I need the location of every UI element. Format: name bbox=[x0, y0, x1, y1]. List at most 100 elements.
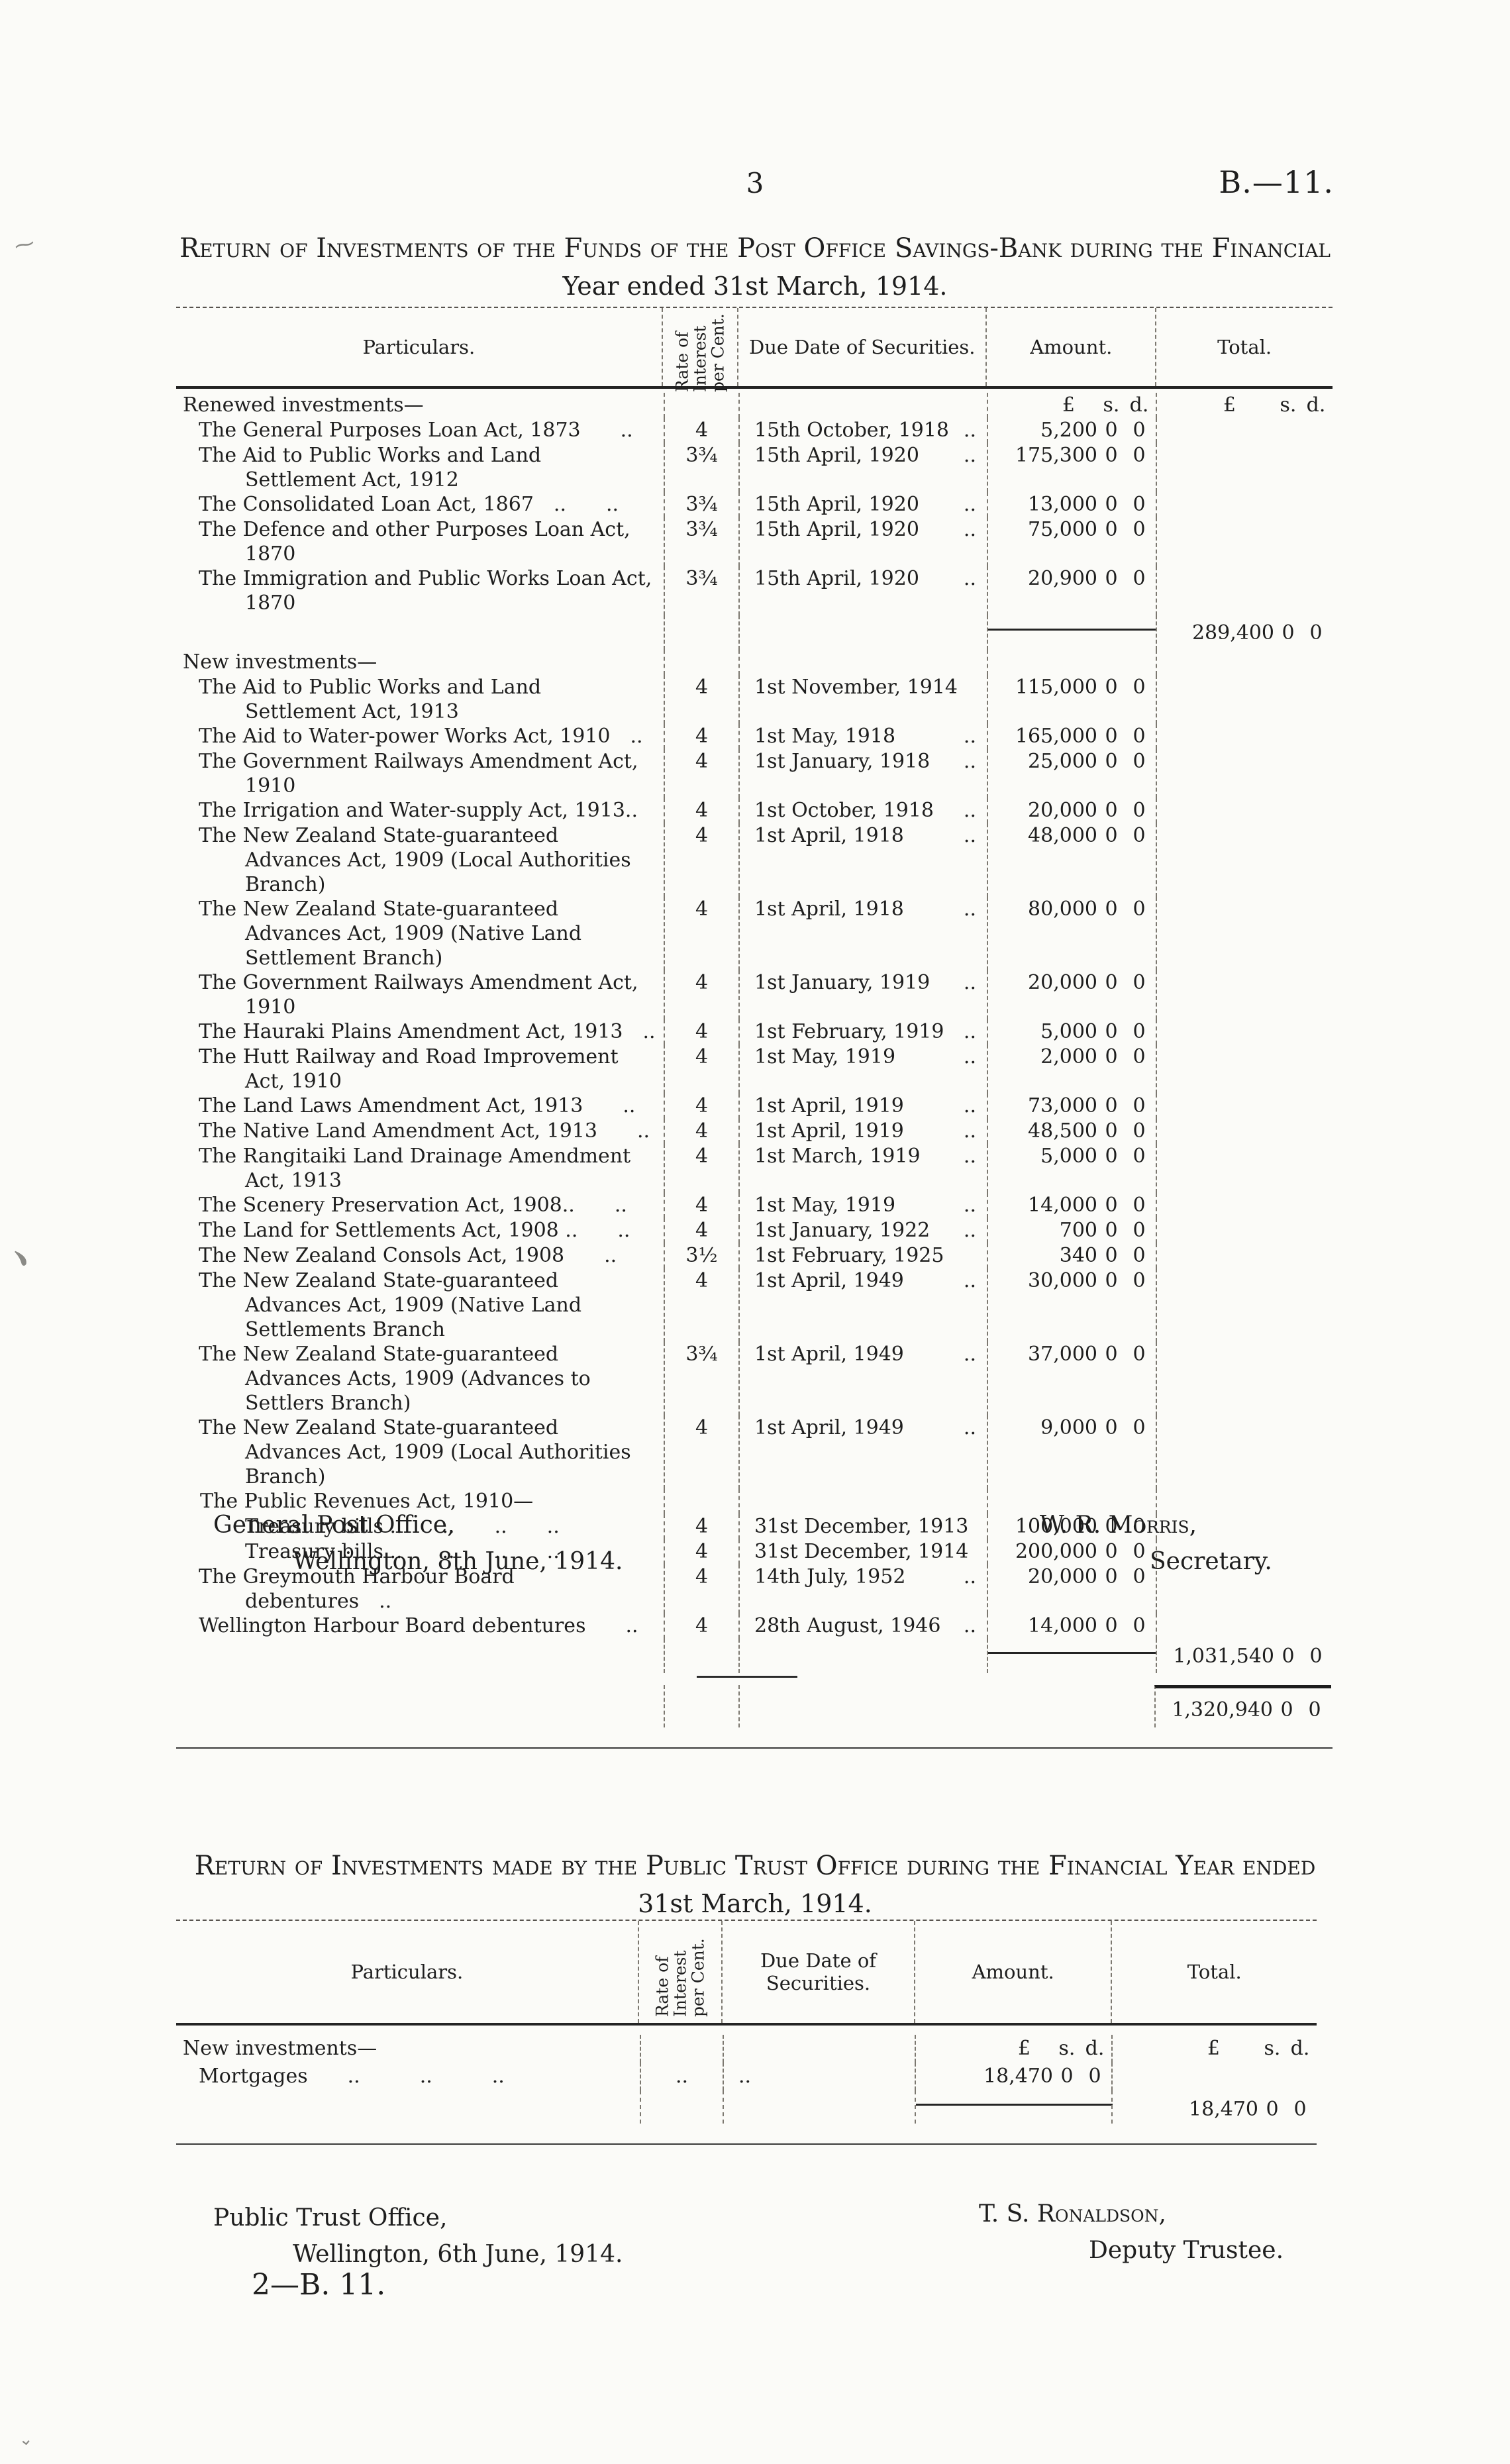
amount-cell: 37,000 0 0 bbox=[987, 1342, 1156, 1415]
amount-pounds: £ bbox=[1017, 2037, 1031, 2060]
amount-shillings: 0 bbox=[1105, 750, 1118, 773]
total-pounds: 1,320,940 bbox=[1172, 1698, 1273, 1721]
page-number: 3 bbox=[746, 167, 764, 199]
rate-cell: 4 bbox=[664, 1614, 738, 1639]
total-shillings bbox=[1274, 823, 1302, 897]
amount-pounds: 340 bbox=[1059, 1244, 1097, 1267]
table-row: Wellington Harbour Board debentures .. 4… bbox=[176, 1614, 1333, 1639]
amount-cell: 25,000 0 0 bbox=[987, 749, 1156, 798]
total-pence bbox=[1302, 724, 1330, 749]
amount-pence: 0 bbox=[1132, 1045, 1146, 1068]
table-row: The Rangitaiki Land Drainage Amendment A… bbox=[176, 1144, 1333, 1193]
amount-cell: 340 0 0 bbox=[987, 1243, 1156, 1268]
amount-pounds: 20,000 bbox=[1028, 971, 1097, 994]
leader-dots: .. bbox=[963, 1343, 976, 1366]
total-cell bbox=[1156, 1045, 1333, 1094]
total-cell bbox=[1156, 1489, 1333, 1514]
rate-cell: 4 bbox=[664, 1218, 738, 1243]
header-amount: Amount. bbox=[985, 308, 1155, 386]
total-pence bbox=[1302, 650, 1330, 675]
leader-dots: .. bbox=[963, 518, 976, 541]
due-date-text: 1st February, 1919 bbox=[754, 1020, 944, 1043]
posb-investments-table: Particulars. Rate of Interest per Cent. … bbox=[176, 307, 1333, 1749]
total-cell bbox=[1156, 418, 1333, 443]
total-pence bbox=[1302, 823, 1330, 897]
particulars-cell bbox=[176, 1639, 664, 1673]
amount-cell: 20,000 0 0 bbox=[987, 798, 1156, 823]
amount-cell: 73,000 0 0 bbox=[987, 1094, 1156, 1119]
total-cell bbox=[1156, 1243, 1333, 1268]
due-date-text: 1st January, 1919 bbox=[754, 971, 931, 994]
total-shillings bbox=[1274, 1045, 1302, 1094]
leader-dots: .. bbox=[963, 1119, 976, 1143]
amount-pounds: 5,200 bbox=[1040, 419, 1097, 442]
amount-cell: 700 0 0 bbox=[987, 1218, 1156, 1243]
total-pence bbox=[1302, 1144, 1330, 1193]
amount-shillings bbox=[1097, 1639, 1125, 1673]
due-date-cell: 1st March, 1919 .. bbox=[738, 1144, 987, 1193]
total-cell bbox=[1156, 517, 1333, 566]
rate-cell: 3½ bbox=[664, 1243, 738, 1268]
amount-cell: £ s. d. bbox=[987, 393, 1156, 418]
amount-pounds: £ bbox=[1062, 393, 1075, 417]
rate-cell: 4 bbox=[664, 1119, 738, 1144]
total-shillings bbox=[1274, 1218, 1302, 1243]
amount-cell bbox=[987, 1639, 1157, 1673]
header-due-date: Due Date of Securities. bbox=[737, 308, 985, 386]
leader-dots: .. bbox=[963, 1416, 976, 1439]
amount-pence: 0 bbox=[1132, 1219, 1146, 1242]
total-shillings bbox=[1274, 1614, 1302, 1639]
leader-dots: .. bbox=[963, 1614, 976, 1637]
amount-pence: 0 bbox=[1132, 725, 1146, 748]
amount-pence: 0 bbox=[1132, 1119, 1146, 1143]
amount-pence: 0 bbox=[1088, 2065, 1101, 2088]
total-pence bbox=[1302, 897, 1330, 970]
amount-pence: 0 bbox=[1132, 1094, 1146, 1117]
amount-shillings: 0 bbox=[1105, 1045, 1118, 1068]
due-date-text: 1st April, 1919 bbox=[754, 1094, 904, 1117]
header-total: Total. bbox=[1155, 308, 1333, 386]
amount-cell: 48,000 0 0 bbox=[987, 823, 1156, 897]
amount-pounds bbox=[988, 1639, 1097, 1673]
due-date-cell: 1st May, 1919 .. bbox=[738, 1193, 987, 1218]
total-pounds bbox=[1157, 798, 1274, 823]
amount-pence: 0 bbox=[1132, 799, 1146, 822]
particulars-cell: The Irrigation and Water-supply Act, 191… bbox=[199, 799, 638, 822]
due-date-text: 1st April, 1918 bbox=[754, 898, 904, 921]
amount-pence: 0 bbox=[1132, 493, 1146, 516]
total-pounds: £ bbox=[1207, 2037, 1220, 2060]
particulars-cell: The Government Railways Amendment Act, 1… bbox=[199, 971, 638, 1019]
rate-cell: 4 bbox=[664, 749, 738, 798]
return2-title-line1: Return of Investments made by the Public… bbox=[194, 1851, 1316, 1881]
due-date-cell bbox=[738, 1685, 987, 1727]
total-cell: 1,031,540 0 0 bbox=[1156, 1639, 1333, 1673]
amount-pence: 0 bbox=[1132, 567, 1146, 590]
rate-cell bbox=[640, 2090, 723, 2124]
amount-shillings: 0 bbox=[1105, 493, 1118, 516]
amount-pounds bbox=[988, 615, 1097, 650]
subtotal-rule bbox=[988, 1652, 1157, 1654]
rate-cell: 4 bbox=[664, 823, 738, 897]
total-shillings bbox=[1274, 724, 1302, 749]
rate-cell: 3¾ bbox=[664, 492, 738, 517]
amount-shillings: 0 bbox=[1105, 1540, 1118, 1563]
total-shillings bbox=[1274, 970, 1302, 1019]
office-name: Public Trust Office, bbox=[213, 2204, 448, 2232]
amount-shillings: 0 bbox=[1105, 518, 1118, 541]
total-pence: 0 bbox=[1308, 1698, 1321, 1721]
total-pounds bbox=[1157, 650, 1274, 675]
due-date-text: 1st March, 1919 bbox=[754, 1145, 921, 1168]
amount-pence: 0 bbox=[1132, 1515, 1146, 1538]
particulars-cell: The Aid to Public Works and Land Settlem… bbox=[199, 676, 542, 723]
due-date-cell: 15th October, 1918 .. bbox=[738, 418, 987, 443]
total-shillings bbox=[1274, 1119, 1302, 1144]
subtotal-rule bbox=[916, 2104, 1113, 2106]
signatory-name: W. R. Morris, bbox=[1040, 1512, 1197, 1539]
amount-pence: 0 bbox=[1132, 1269, 1146, 1292]
total-shillings bbox=[1274, 443, 1302, 492]
rate-cell bbox=[664, 615, 738, 650]
amount-pence: 0 bbox=[1132, 1020, 1146, 1043]
total-pence bbox=[1302, 1565, 1330, 1614]
table-row: The New Zealand Consols Act, 1908 .. 3½ … bbox=[176, 1243, 1333, 1268]
